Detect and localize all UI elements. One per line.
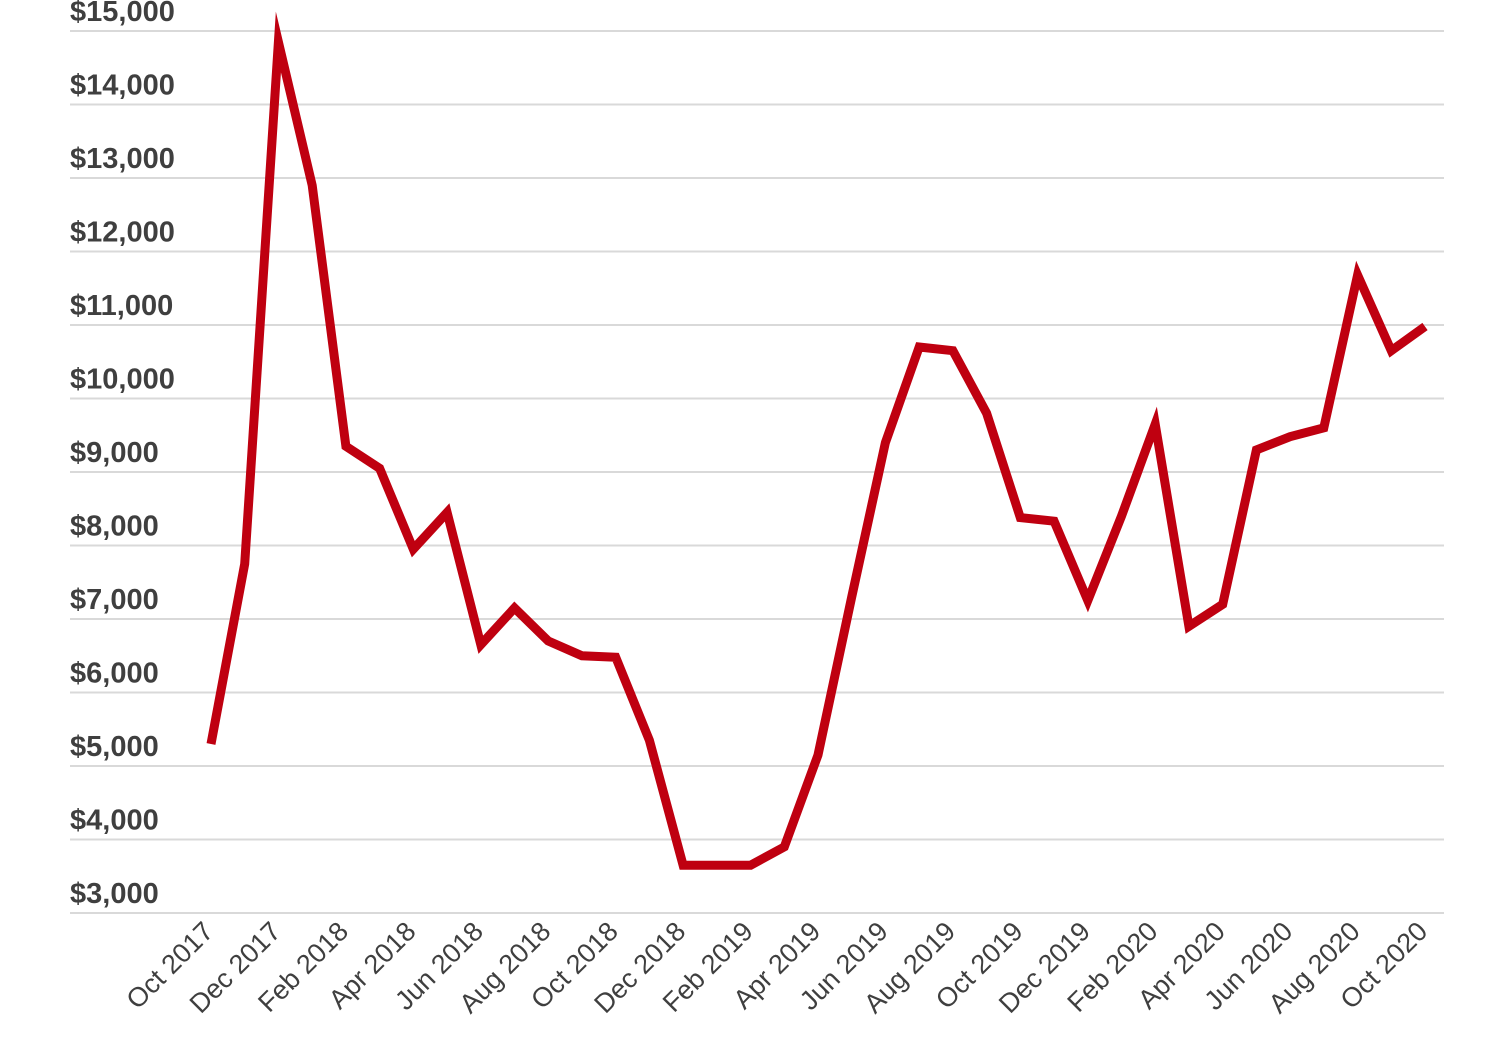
data-point: [948, 346, 957, 355]
data-point: [443, 508, 452, 517]
y-tick-label: $4,000: [70, 805, 159, 837]
series-line: [206, 11, 1428, 870]
data-point: [679, 861, 688, 870]
data-point: [881, 438, 890, 447]
y-tick-label: $13,000: [70, 143, 175, 175]
y-tick-label: $7,000: [70, 584, 159, 616]
data-point: [1016, 513, 1025, 522]
y-tick-label: $12,000: [70, 217, 175, 249]
data-point: [476, 640, 485, 649]
y-tick-label: $8,000: [70, 511, 159, 543]
data-point: [1387, 346, 1396, 355]
data-point: [409, 545, 418, 554]
data-point: [544, 637, 553, 646]
data-point: [577, 651, 586, 660]
data-point: [1421, 322, 1430, 331]
data-point: [712, 861, 721, 870]
data-point: [1151, 420, 1160, 429]
data-point: [1218, 600, 1227, 609]
data-point: [510, 603, 519, 612]
data-point: [1252, 445, 1261, 454]
data-point: [645, 736, 654, 745]
data-point: [746, 861, 755, 870]
data-point: [1117, 512, 1126, 521]
data-point: [274, 38, 283, 47]
data-point: [240, 559, 249, 568]
data-point: [915, 343, 924, 352]
y-tick-label: $3,000: [70, 878, 159, 910]
y-tick-label: $10,000: [70, 364, 175, 396]
data-point: [814, 750, 823, 759]
data-point: [847, 592, 856, 601]
data-point: [308, 181, 317, 190]
data-point: [780, 842, 789, 851]
y-axis: $3,000 $4,000 $5,000 $6,000 $7,000 $8,000 $9,0…: [70, 0, 175, 910]
data-point: [341, 442, 350, 451]
data-point: [375, 464, 384, 473]
data-point: [207, 739, 216, 748]
data-point: [982, 409, 991, 418]
data-point: [1050, 517, 1059, 526]
gridlines: [70, 30, 1444, 914]
y-tick-label: $15,000: [70, 0, 175, 28]
data-point: [1184, 622, 1193, 631]
data-point: [1083, 596, 1092, 605]
data-point: [1353, 271, 1362, 280]
y-tick-label: $9,000: [70, 437, 159, 469]
y-tick-label: $14,000: [70, 70, 175, 102]
data-point: [611, 653, 620, 662]
data-point: [1319, 423, 1328, 432]
y-tick-label: $6,000: [70, 658, 159, 690]
series: [206, 11, 1430, 870]
y-tick-label: $5,000: [70, 731, 159, 763]
data-point: [1286, 432, 1295, 441]
y-tick-label: $11,000: [70, 290, 173, 322]
